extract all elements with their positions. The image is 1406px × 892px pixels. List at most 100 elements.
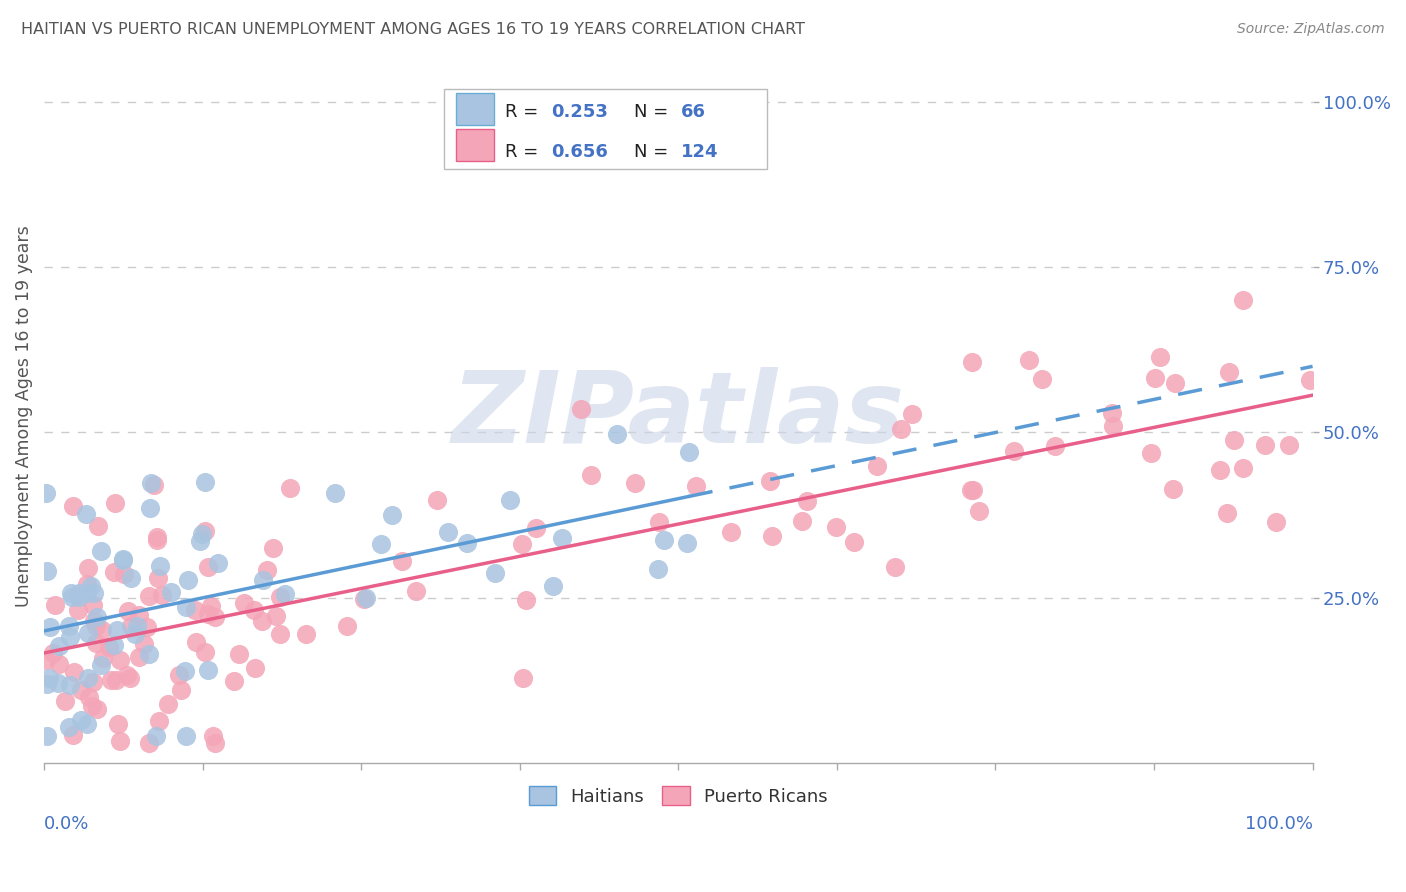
Point — [207, 556, 229, 570]
Point — [250, 614, 273, 628]
Point — [1253, 438, 1275, 452]
Point — [149, 559, 172, 574]
Point — [104, 496, 127, 510]
Point — [1140, 446, 1163, 460]
Point — [1163, 482, 1185, 496]
Text: 0.253: 0.253 — [551, 103, 609, 120]
Point — [128, 650, 150, 665]
Point — [197, 559, 219, 574]
Point — [405, 584, 427, 599]
Y-axis label: Unemployment Among Ages 16 to 19 years: Unemployment Among Ages 16 to 19 years — [15, 225, 32, 607]
Point — [75, 507, 97, 521]
Point — [146, 533, 169, 548]
Point — [1164, 376, 1187, 391]
Point — [790, 514, 813, 528]
Point — [120, 618, 142, 632]
Point — [262, 541, 284, 556]
Point — [353, 592, 375, 607]
Point — [169, 683, 191, 698]
Point — [354, 591, 377, 606]
Point — [62, 590, 84, 604]
Point — [866, 458, 889, 473]
Point — [160, 585, 183, 599]
Point — [184, 635, 207, 649]
Point — [67, 603, 90, 617]
Point — [35, 486, 58, 500]
Point — [252, 573, 274, 587]
Point — [1264, 515, 1286, 529]
Point — [188, 533, 211, 548]
Point — [269, 627, 291, 641]
Point — [569, 401, 592, 416]
Point — [128, 608, 150, 623]
Point — [647, 562, 669, 576]
Point — [76, 586, 98, 600]
Point — [1232, 460, 1254, 475]
Point — [83, 586, 105, 600]
Point — [48, 657, 70, 672]
Point — [224, 674, 246, 689]
Bar — [457, 94, 495, 125]
Point — [652, 533, 675, 547]
Point — [53, 694, 76, 708]
Text: R =: R = — [505, 103, 544, 120]
Point — [197, 607, 219, 621]
Point — [98, 640, 121, 654]
Point — [194, 524, 217, 538]
Point — [201, 729, 224, 743]
Point — [145, 730, 167, 744]
Point — [59, 678, 82, 692]
Point — [759, 474, 782, 488]
Point — [174, 730, 197, 744]
Point — [960, 483, 983, 498]
Point — [118, 671, 141, 685]
Point — [336, 619, 359, 633]
Point — [150, 589, 173, 603]
Point — [510, 537, 533, 551]
Point — [606, 427, 628, 442]
Point — [90, 623, 112, 637]
Point — [233, 596, 256, 610]
Point — [720, 525, 742, 540]
Point — [145, 530, 167, 544]
Point — [76, 576, 98, 591]
Point — [46, 676, 69, 690]
Point — [35, 653, 58, 667]
Point — [901, 407, 924, 421]
Point — [456, 536, 478, 550]
Point — [967, 503, 990, 517]
Point — [86, 519, 108, 533]
Point — [824, 520, 846, 534]
Point — [1218, 365, 1240, 379]
Point — [67, 585, 90, 599]
Point — [204, 610, 226, 624]
Point — [1018, 353, 1040, 368]
Point — [146, 571, 169, 585]
Point — [269, 591, 291, 605]
Point — [295, 626, 318, 640]
Point — [80, 579, 103, 593]
Point — [38, 620, 60, 634]
Point — [883, 560, 905, 574]
Point — [1223, 434, 1246, 448]
Point — [1149, 350, 1171, 364]
Point — [960, 355, 983, 369]
Point — [1101, 406, 1123, 420]
Point — [685, 479, 707, 493]
Point — [648, 516, 671, 530]
Text: 0.0%: 0.0% — [44, 815, 90, 833]
Point — [184, 603, 207, 617]
Point — [138, 647, 160, 661]
Point — [1215, 506, 1237, 520]
Point — [82, 675, 104, 690]
Point — [76, 560, 98, 574]
Point — [426, 492, 449, 507]
Point — [42, 646, 65, 660]
Text: 100.0%: 100.0% — [1244, 815, 1313, 833]
Point — [437, 525, 460, 540]
Point — [623, 476, 645, 491]
Point — [962, 483, 984, 497]
Point — [111, 553, 134, 567]
Point — [1232, 293, 1254, 307]
Point — [90, 544, 112, 558]
